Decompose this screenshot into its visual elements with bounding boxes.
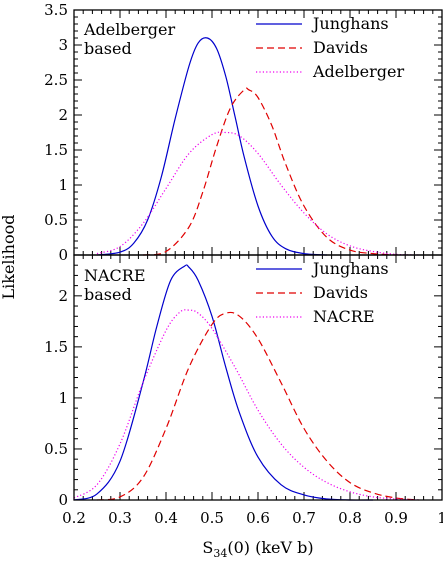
y-tick-label: 1.5 <box>44 338 68 356</box>
panel-bottom-frame <box>73 254 443 501</box>
legend-label-junghans: Junghans <box>311 259 389 278</box>
y-tick-label: 0.5 <box>44 440 68 458</box>
x-tick-label: 0.7 <box>292 509 316 527</box>
panel-top-curves <box>96 37 420 256</box>
panel-bottom-legend: Junghans Davids NACRE <box>256 259 389 326</box>
x-tick-label: 0.2 <box>62 509 86 527</box>
panel-top-label-line1: Adelberger <box>83 20 175 39</box>
panel-bottom: NACRE based Junghans Davids NACRE 0 0.5 1 1.5… <box>44 254 443 527</box>
panel-bottom-grid-ticks <box>73 254 443 501</box>
y-tick-label: 0 <box>58 246 68 264</box>
series-line-davids <box>96 311 420 501</box>
x-tick-label: 1 <box>437 509 443 527</box>
series-line-adelberger <box>96 131 420 256</box>
panel-top-grid-ticks <box>73 9 443 256</box>
y-tick-label: 2.5 <box>44 71 68 89</box>
legend-label-adelberger: Adelberger <box>312 62 404 81</box>
y-tick-label: 3.5 <box>44 1 68 19</box>
panel-bottom-label-line2: based <box>84 285 132 304</box>
legend-label-davids: Davids <box>313 38 368 57</box>
y-tick-label: 3 <box>58 36 68 54</box>
y-tick-label: 0 <box>58 491 68 509</box>
series-line-nacre <box>73 309 420 501</box>
x-tick-labels: 0.2 0.3 0.4 0.5 0.6 0.7 0.8 0.9 1 <box>62 509 443 527</box>
y-tick-label: 1.5 <box>44 141 68 159</box>
y-tick-label: 1 <box>58 389 68 407</box>
x-tick-label: 0.4 <box>154 509 178 527</box>
y-axis-title: Likelihood <box>0 215 18 300</box>
x-axis-title-subscript: 34 <box>213 547 227 560</box>
x-tick-label: 0.8 <box>338 509 362 527</box>
legend-label-davids: Davids <box>313 283 368 302</box>
legend-label-nacre: NACRE <box>313 307 375 326</box>
panel-bottom-curves <box>73 264 420 501</box>
y-tick-label: 0.5 <box>44 211 68 229</box>
panel-top-legend: Junghans Davids Adelberger <box>256 14 404 81</box>
panel-top-y-tick-labels: 0 0.5 1 1.5 2 2.5 3 3.5 <box>44 1 68 264</box>
x-tick-label: 0.6 <box>246 509 270 527</box>
x-tick-label: 0.9 <box>384 509 408 527</box>
x-tick-label: 0.3 <box>108 509 132 527</box>
panel-top-label-line2: based <box>84 39 132 58</box>
panel-bottom-label-line1: NACRE <box>84 266 146 285</box>
series-line-davids <box>142 87 397 256</box>
x-tick-label: 0.5 <box>200 509 224 527</box>
legend-label-junghans: Junghans <box>311 14 389 33</box>
x-axis-title-symbol: S <box>202 538 213 557</box>
y-tick-label: 2 <box>58 287 68 305</box>
series-line-junghans <box>73 264 374 501</box>
y-tick-label: 2 <box>58 106 68 124</box>
y-tick-label: 1 <box>58 176 68 194</box>
panel-bottom-y-tick-labels: 0 0.5 1 1.5 2 <box>44 287 68 509</box>
x-axis-title-rest: (0) (keV b) <box>227 538 313 557</box>
panel-top: Adelberger based Junghans Davids Adelberge… <box>44 1 443 264</box>
x-axis-title: S34(0) (keV b) <box>202 538 313 560</box>
series-line-junghans <box>96 37 328 256</box>
